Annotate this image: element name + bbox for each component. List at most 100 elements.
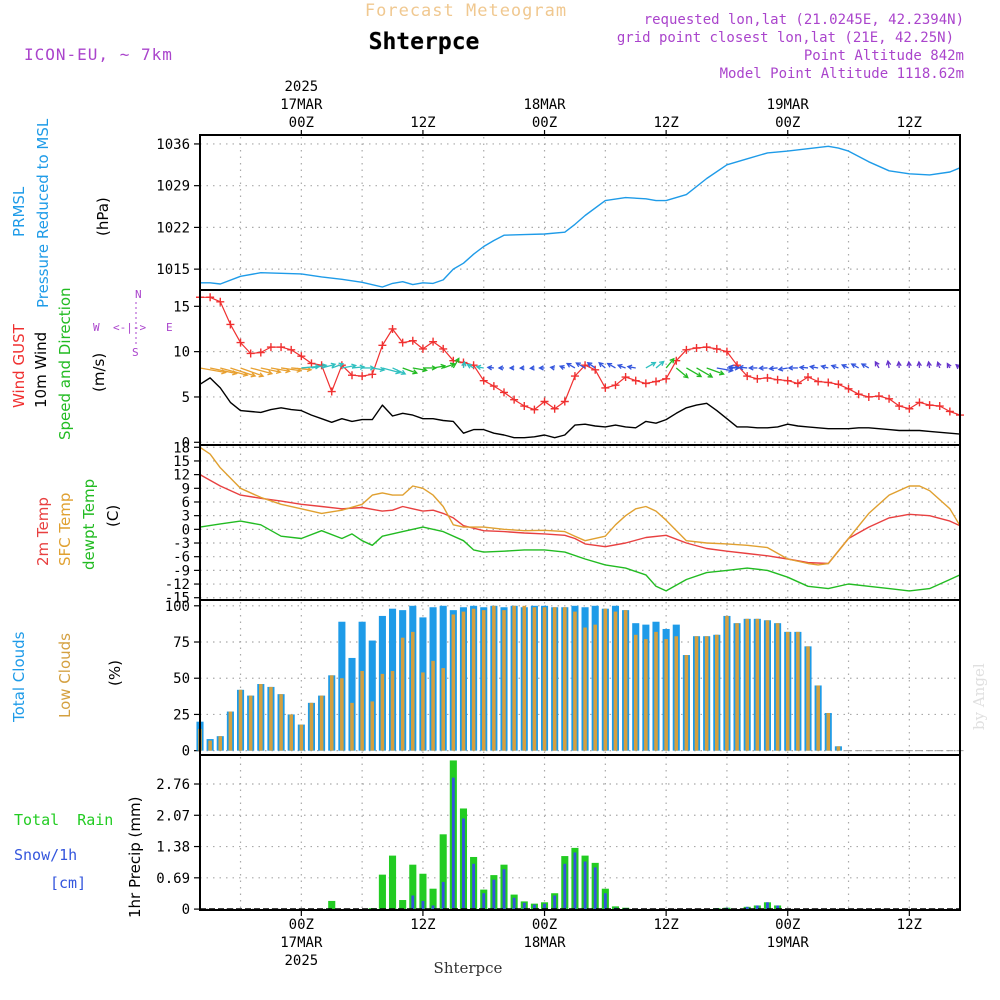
gust-marker [874, 392, 883, 401]
wind-arrow [665, 358, 675, 369]
low-cloud-bar [370, 701, 375, 751]
snow-bar [502, 869, 506, 910]
wind-arrow [432, 365, 445, 369]
precip-grid: 0 0.69 1.38 2.07 2.76 [156, 757, 960, 918]
gust-marker [763, 373, 772, 382]
low-cloud-bar [613, 611, 618, 751]
pressure-grid: 1015 1022 1029 1036 [156, 137, 960, 288]
low-cloud-bar [542, 607, 547, 751]
wind-speed-line [199, 377, 961, 439]
low-cloud-bar [775, 623, 780, 751]
model-name: ICON-EU, ~ 7km [24, 45, 173, 64]
wind-arrow-head [840, 364, 847, 369]
wind-arrow [220, 367, 248, 376]
gust-marker [489, 382, 498, 391]
wind-arrow-head [461, 360, 467, 367]
snow-bar [451, 777, 455, 910]
low-cloud-bar [451, 614, 456, 751]
wind-arrow [331, 363, 344, 369]
wind-arrow-head [860, 363, 867, 369]
wind-arrow-head [926, 360, 932, 367]
gust-marker [226, 320, 235, 329]
low-cloud-bar [208, 740, 212, 751]
y-tick-label: 18 [173, 440, 190, 456]
low-cloud-bar [492, 605, 496, 751]
rain-bar [611, 906, 620, 910]
y-tick-label: 3 [182, 509, 190, 525]
low-cloud-bar [299, 724, 304, 751]
gust-marker [256, 348, 265, 357]
temp-panel-labels: 2m Temp SFC Temp dewpt Temp (C) [34, 479, 122, 570]
gust-marker [702, 343, 711, 352]
wind-arrow-head [830, 364, 837, 370]
wind-arrow [351, 366, 365, 369]
low-cloud-bar [522, 605, 527, 751]
y-tick-label: 15 [173, 454, 190, 470]
bottom-time-label: 12Z [653, 917, 678, 933]
low-cloud-bar [228, 711, 233, 751]
low-cloud-bar [431, 660, 435, 751]
y-tick-label: 1036 [156, 137, 190, 153]
gust-marker [560, 397, 569, 406]
wind-arrow [696, 367, 713, 378]
total-cloud-bar [368, 640, 376, 751]
low-cloud-bar [573, 611, 577, 751]
wind-arrow [291, 367, 312, 371]
y-tick-label: 6 [182, 495, 190, 511]
wind-arrow-head [737, 364, 744, 371]
gust-marker [743, 372, 752, 381]
gust-marker [905, 404, 914, 413]
pressure-panel: PRMSL Pressure Reduced to MSL (hPa) 1015… [10, 118, 961, 308]
gust-marker [439, 344, 448, 353]
low-cloud-bar [552, 607, 557, 751]
bottom-time-label: 00Z [532, 917, 557, 933]
wind-arrow-head [734, 365, 741, 371]
low-cloud-bar [796, 631, 800, 751]
gust-marker [621, 373, 630, 382]
wind-arrow-head [885, 359, 892, 366]
gust-marker [804, 373, 812, 382]
low-cloud-bar [218, 736, 223, 751]
gust-marker [530, 405, 539, 414]
y-tick-label: 25 [173, 707, 190, 723]
y-tick-label: 1015 [156, 262, 190, 278]
low-cloud-bar [269, 686, 273, 751]
gust-marker [824, 378, 833, 387]
snow-bar [492, 879, 496, 910]
low-cloud-bar [623, 610, 628, 751]
low-cloud-bar [289, 714, 293, 751]
wind-arrow [209, 367, 237, 375]
wind-arrow-head [338, 362, 345, 368]
snow-bar [776, 905, 780, 910]
wind-arrow-head [449, 362, 456, 368]
wind-arrow-head [787, 365, 794, 371]
pressure-panel-labels: PRMSL Pressure Reduced to MSL (hPa) [10, 118, 112, 308]
y-tick-label: 0 [182, 522, 190, 538]
wind-arrow [452, 358, 460, 369]
gust-marker [793, 379, 802, 388]
low-cloud-bar [593, 624, 597, 751]
watermark: by Angel [970, 663, 988, 730]
gust-marker [500, 388, 508, 397]
prmsl-label: PRMSL [10, 186, 28, 237]
wind-arrow-head [258, 372, 265, 378]
gust-marker [692, 344, 701, 353]
low-cloud-bar [512, 605, 516, 751]
gust-marker [915, 398, 924, 407]
wind-arrow-head [768, 365, 775, 372]
snow-bar [755, 905, 759, 910]
wind-arrow [706, 367, 724, 375]
wind-arrow-head [728, 367, 734, 373]
low-cloud-bar [785, 631, 790, 751]
clouds-panel-labels: Total Clouds Low Clouds (%) [10, 631, 124, 723]
wind-arrow [270, 367, 290, 372]
snow-bar [553, 895, 557, 910]
snow-bar [532, 904, 536, 910]
gust-marker [641, 379, 650, 388]
bottom-time-label: 12Z [410, 917, 435, 933]
gust-markers [196, 293, 964, 420]
gust-marker [722, 347, 731, 356]
wind-arrow [311, 364, 327, 369]
wind-arrow [716, 367, 733, 372]
gust-marker [611, 381, 620, 390]
